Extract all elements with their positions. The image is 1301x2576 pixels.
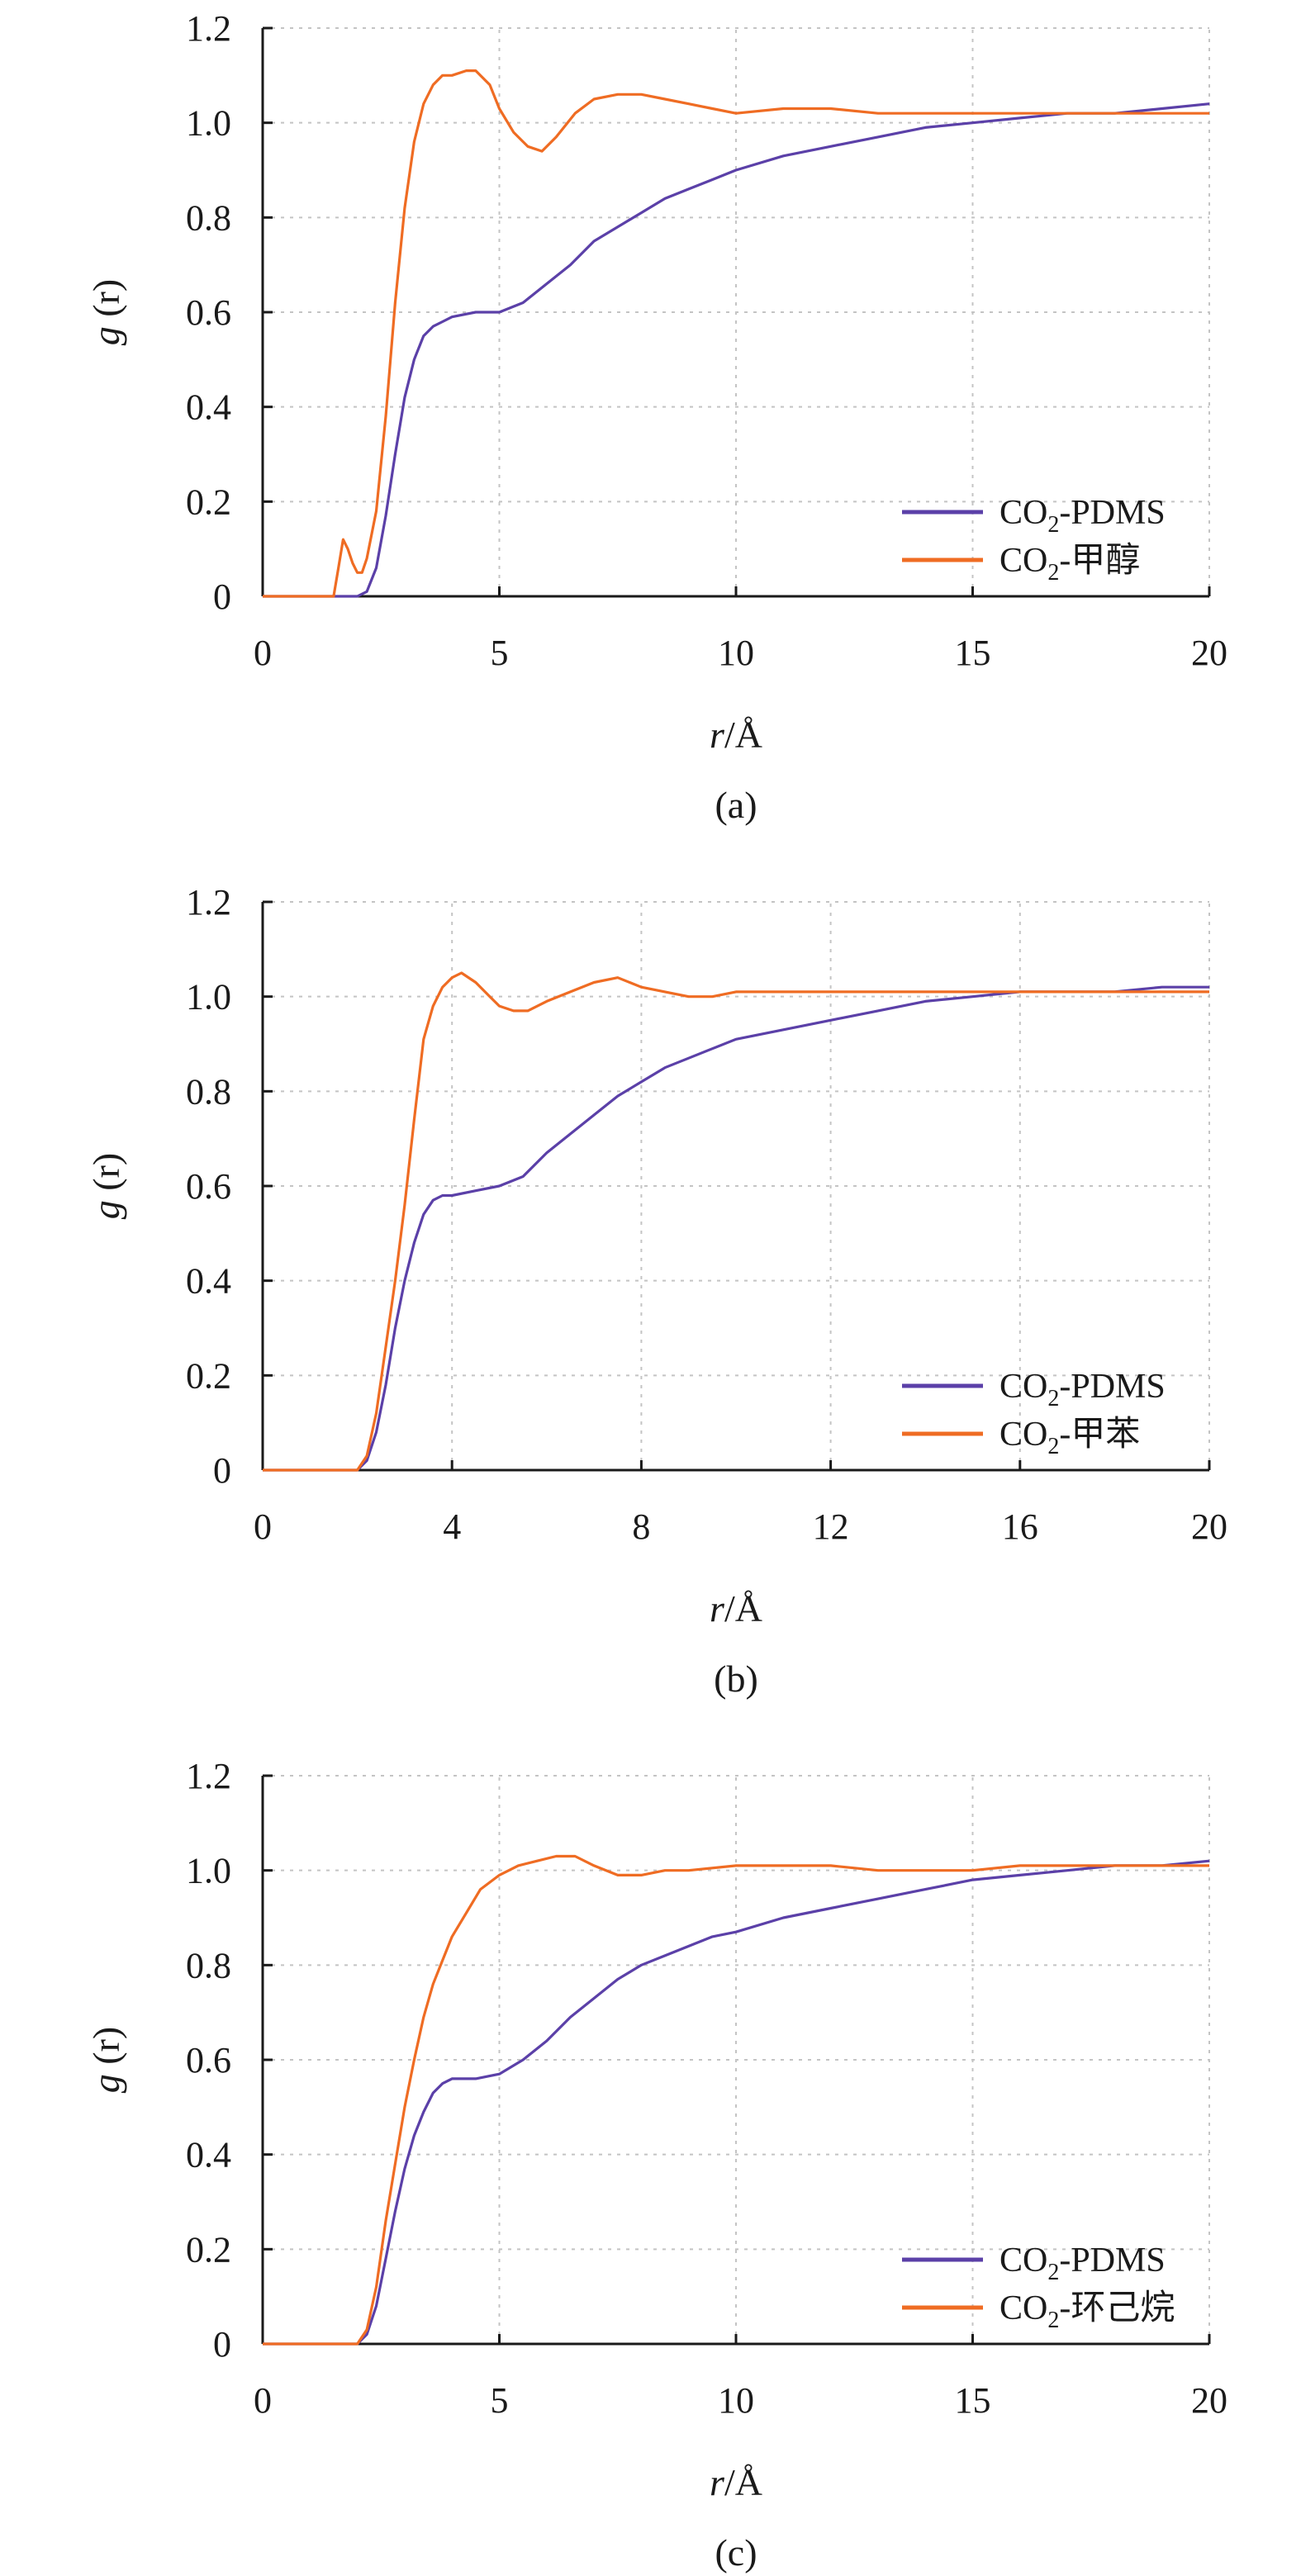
x-tick-label: 0	[254, 2380, 272, 2421]
chart-panel-2: 0 0.2 0.4 0.6 0.8 1.0 1.2 0 4 8 12 16 20 CO2-PDMS CO2-…	[85, 882, 1227, 1700]
legend-label: CO2-PDMS	[999, 1368, 1166, 1411]
x-tick-label: 4	[443, 1506, 461, 1547]
panel-label: (c)	[715, 2531, 757, 2574]
y-tick-label: 0.6	[186, 1166, 231, 1207]
series-line-2	[263, 971, 1209, 1472]
y-tick-label: 0.4	[186, 387, 231, 428]
x-tick-label: 10	[718, 2380, 754, 2421]
y-tick-label: 0.6	[186, 2040, 231, 2080]
y-tick-label: 0.2	[186, 2229, 231, 2270]
y-tick-label: 0.8	[186, 1945, 231, 1985]
y-tick-label: 1.2	[186, 882, 231, 923]
y-tick-label: 1.0	[186, 977, 231, 1018]
x-tick-label: 5	[491, 633, 509, 673]
x-tick-label: 20	[1191, 633, 1227, 673]
y-axis-label: g (r)	[85, 1153, 127, 1219]
y-tick-label: 0	[213, 2324, 231, 2365]
series-line-1	[263, 102, 1210, 598]
x-tick-label: 16	[1002, 1506, 1038, 1547]
legend-label: CO2-甲醇	[999, 542, 1140, 586]
x-tick-label: 15	[955, 633, 991, 673]
x-tick-label: 0	[254, 1506, 272, 1547]
panel-label: (b)	[714, 1658, 758, 1700]
legend-label: CO2-环己烷	[999, 2289, 1175, 2333]
chart-panel-1: 0 0.2 0.4 0.6 0.8 1.0 1.2 0 5 10 15 20 CO2-PDMSCO2-甲…	[85, 8, 1227, 826]
x-tick-label: 12	[813, 1506, 849, 1547]
y-tick-label: 0.2	[186, 1355, 231, 1396]
legend-label: CO2-甲苯	[999, 1416, 1140, 1459]
y-tick-label: 0.8	[186, 197, 231, 238]
chart-panel-3: 0 0.2 0.4 0.6 0.8 1.0 1.2 0 5 10 15 20 CO2-PDMSCO2-环…	[85, 1756, 1227, 2574]
x-tick-label: 0	[254, 633, 272, 673]
y-axis-label: g (r)	[85, 2027, 127, 2093]
y-tick-label: 1.2	[186, 1756, 231, 1796]
series-line-1	[263, 985, 1209, 1472]
x-axis-label: r/Å	[710, 714, 762, 756]
legend-label: CO2-PDMS	[999, 494, 1166, 538]
x-tick-label: 15	[955, 2380, 991, 2421]
panel-label: (a)	[715, 784, 757, 826]
y-tick-label: 1.2	[186, 8, 231, 49]
x-tick-label: 20	[1191, 1506, 1227, 1547]
x-tick-label: 10	[718, 633, 754, 673]
x-tick-label: 20	[1191, 2380, 1227, 2421]
x-axis-label: r/Å	[710, 1587, 762, 1630]
y-tick-label: 1.0	[186, 103, 231, 144]
series-line-2	[263, 1854, 1209, 2346]
y-tick-label: 0.8	[186, 1071, 231, 1112]
legend-label: CO2-PDMS	[999, 2242, 1166, 2285]
y-axis-label: g (r)	[85, 279, 127, 345]
y-tick-label: 0.4	[186, 2135, 231, 2175]
y-tick-label: 1.0	[186, 1851, 231, 1891]
y-tick-label: 0	[213, 576, 231, 617]
x-tick-label: 5	[491, 2380, 509, 2421]
series-line-1	[263, 1859, 1210, 2346]
y-tick-label: 0.4	[186, 1261, 231, 1302]
y-tick-label: 0.2	[186, 482, 231, 522]
y-tick-label: 0.6	[186, 292, 231, 333]
x-axis-label: r/Å	[710, 2461, 762, 2503]
y-tick-label: 0	[213, 1450, 231, 1491]
x-tick-label: 8	[632, 1506, 650, 1547]
series-line-2	[263, 69, 1209, 598]
